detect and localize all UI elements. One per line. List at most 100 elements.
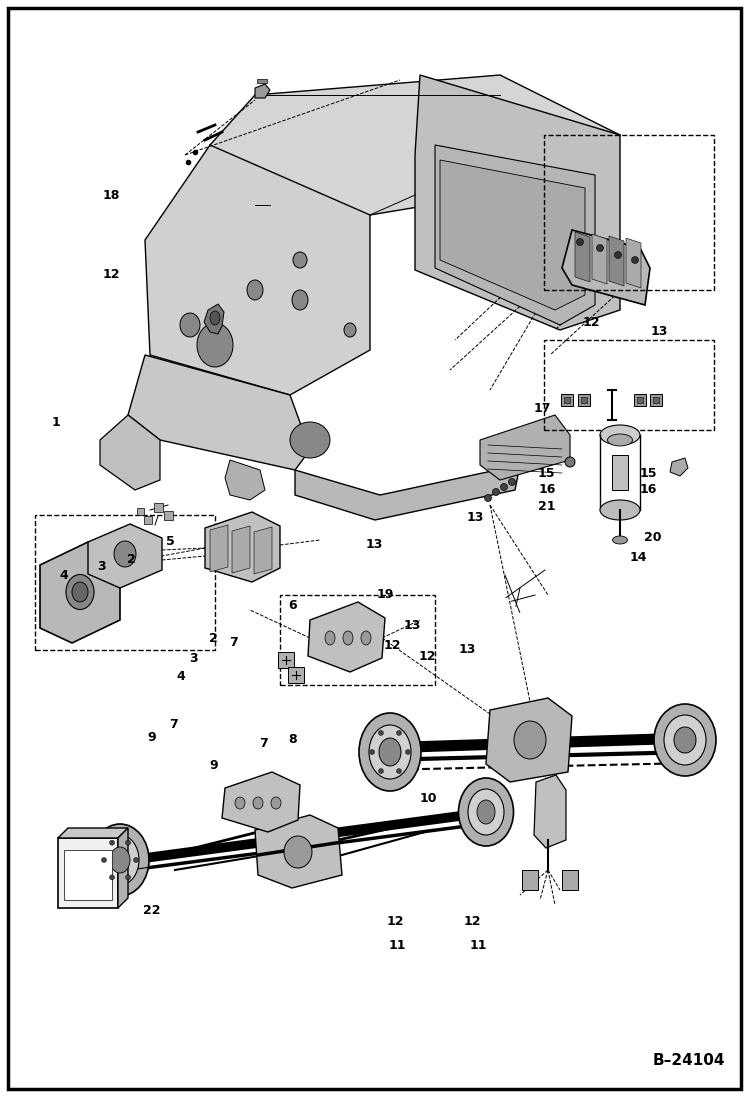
Polygon shape (210, 525, 228, 572)
Ellipse shape (509, 478, 515, 486)
Text: 1: 1 (52, 416, 61, 429)
Text: 12: 12 (583, 316, 601, 329)
Ellipse shape (514, 721, 546, 759)
Bar (562, 870, 578, 890)
Ellipse shape (500, 484, 508, 490)
Ellipse shape (66, 575, 94, 610)
Text: 7: 7 (229, 636, 238, 649)
Bar (280, 595, 435, 685)
Text: 18: 18 (102, 189, 120, 202)
Text: 17: 17 (533, 402, 551, 415)
Ellipse shape (101, 835, 139, 885)
Bar (137, 508, 144, 514)
Ellipse shape (369, 749, 374, 755)
Text: 13: 13 (403, 619, 421, 632)
Polygon shape (626, 238, 641, 289)
Bar (612, 455, 628, 490)
Polygon shape (562, 230, 650, 305)
Polygon shape (40, 542, 120, 643)
Text: 9: 9 (147, 731, 156, 744)
Text: 15: 15 (538, 467, 556, 480)
Polygon shape (128, 355, 310, 470)
Bar (64, 850, 112, 900)
Ellipse shape (596, 245, 604, 251)
Ellipse shape (607, 434, 632, 446)
Text: 5: 5 (166, 535, 175, 548)
Ellipse shape (614, 251, 622, 259)
Text: 13: 13 (466, 511, 484, 524)
Polygon shape (486, 698, 572, 782)
Bar (544, 340, 714, 430)
Ellipse shape (396, 769, 401, 773)
Polygon shape (440, 160, 585, 310)
Polygon shape (205, 512, 280, 583)
Ellipse shape (197, 323, 233, 367)
Text: 12: 12 (418, 649, 436, 663)
Bar (257, 79, 267, 83)
Bar (653, 397, 659, 403)
Polygon shape (210, 75, 620, 225)
Bar (650, 394, 662, 406)
Ellipse shape (133, 858, 139, 862)
Bar (154, 504, 163, 512)
Ellipse shape (109, 840, 115, 845)
Polygon shape (575, 231, 590, 282)
Polygon shape (58, 838, 118, 908)
Text: 8: 8 (288, 733, 297, 746)
Polygon shape (88, 524, 162, 588)
Polygon shape (255, 84, 270, 98)
Ellipse shape (405, 749, 410, 755)
Polygon shape (204, 304, 224, 333)
Polygon shape (295, 465, 520, 520)
Ellipse shape (271, 798, 281, 808)
Text: 12: 12 (463, 915, 481, 928)
Text: 2: 2 (127, 553, 136, 566)
Ellipse shape (600, 500, 640, 520)
Text: 9: 9 (209, 759, 218, 772)
Text: 13: 13 (458, 643, 476, 656)
Ellipse shape (247, 280, 263, 299)
Ellipse shape (577, 238, 583, 246)
Bar (164, 511, 173, 520)
Ellipse shape (180, 313, 200, 337)
Polygon shape (670, 459, 688, 476)
Ellipse shape (284, 836, 312, 868)
Polygon shape (435, 145, 595, 325)
Text: 12: 12 (383, 638, 401, 652)
Text: 7: 7 (169, 717, 178, 731)
Text: 11: 11 (469, 939, 487, 952)
Bar (564, 397, 570, 403)
Ellipse shape (458, 778, 514, 846)
Ellipse shape (293, 252, 307, 268)
Ellipse shape (565, 457, 575, 467)
Ellipse shape (344, 323, 356, 337)
Bar (288, 667, 304, 683)
Ellipse shape (235, 798, 245, 808)
Text: 22: 22 (142, 904, 160, 917)
Text: B–24104: B–24104 (652, 1053, 725, 1068)
Ellipse shape (613, 536, 628, 544)
Text: 21: 21 (538, 500, 556, 513)
Ellipse shape (290, 422, 330, 459)
Ellipse shape (493, 488, 500, 496)
Ellipse shape (468, 789, 504, 835)
Polygon shape (415, 75, 620, 330)
Ellipse shape (325, 631, 335, 645)
Polygon shape (480, 415, 570, 480)
Ellipse shape (210, 312, 220, 325)
Ellipse shape (477, 800, 495, 824)
Bar (35, 514, 215, 651)
Text: 16: 16 (639, 483, 657, 496)
Ellipse shape (126, 840, 130, 845)
Ellipse shape (72, 583, 88, 602)
Ellipse shape (292, 290, 308, 310)
Text: 13: 13 (366, 538, 383, 551)
Text: 16: 16 (538, 483, 556, 496)
Ellipse shape (674, 727, 696, 753)
Text: 4: 4 (177, 670, 186, 683)
Ellipse shape (110, 847, 130, 873)
Ellipse shape (102, 858, 106, 862)
Bar (637, 397, 643, 403)
Ellipse shape (654, 704, 716, 776)
Polygon shape (592, 234, 607, 284)
